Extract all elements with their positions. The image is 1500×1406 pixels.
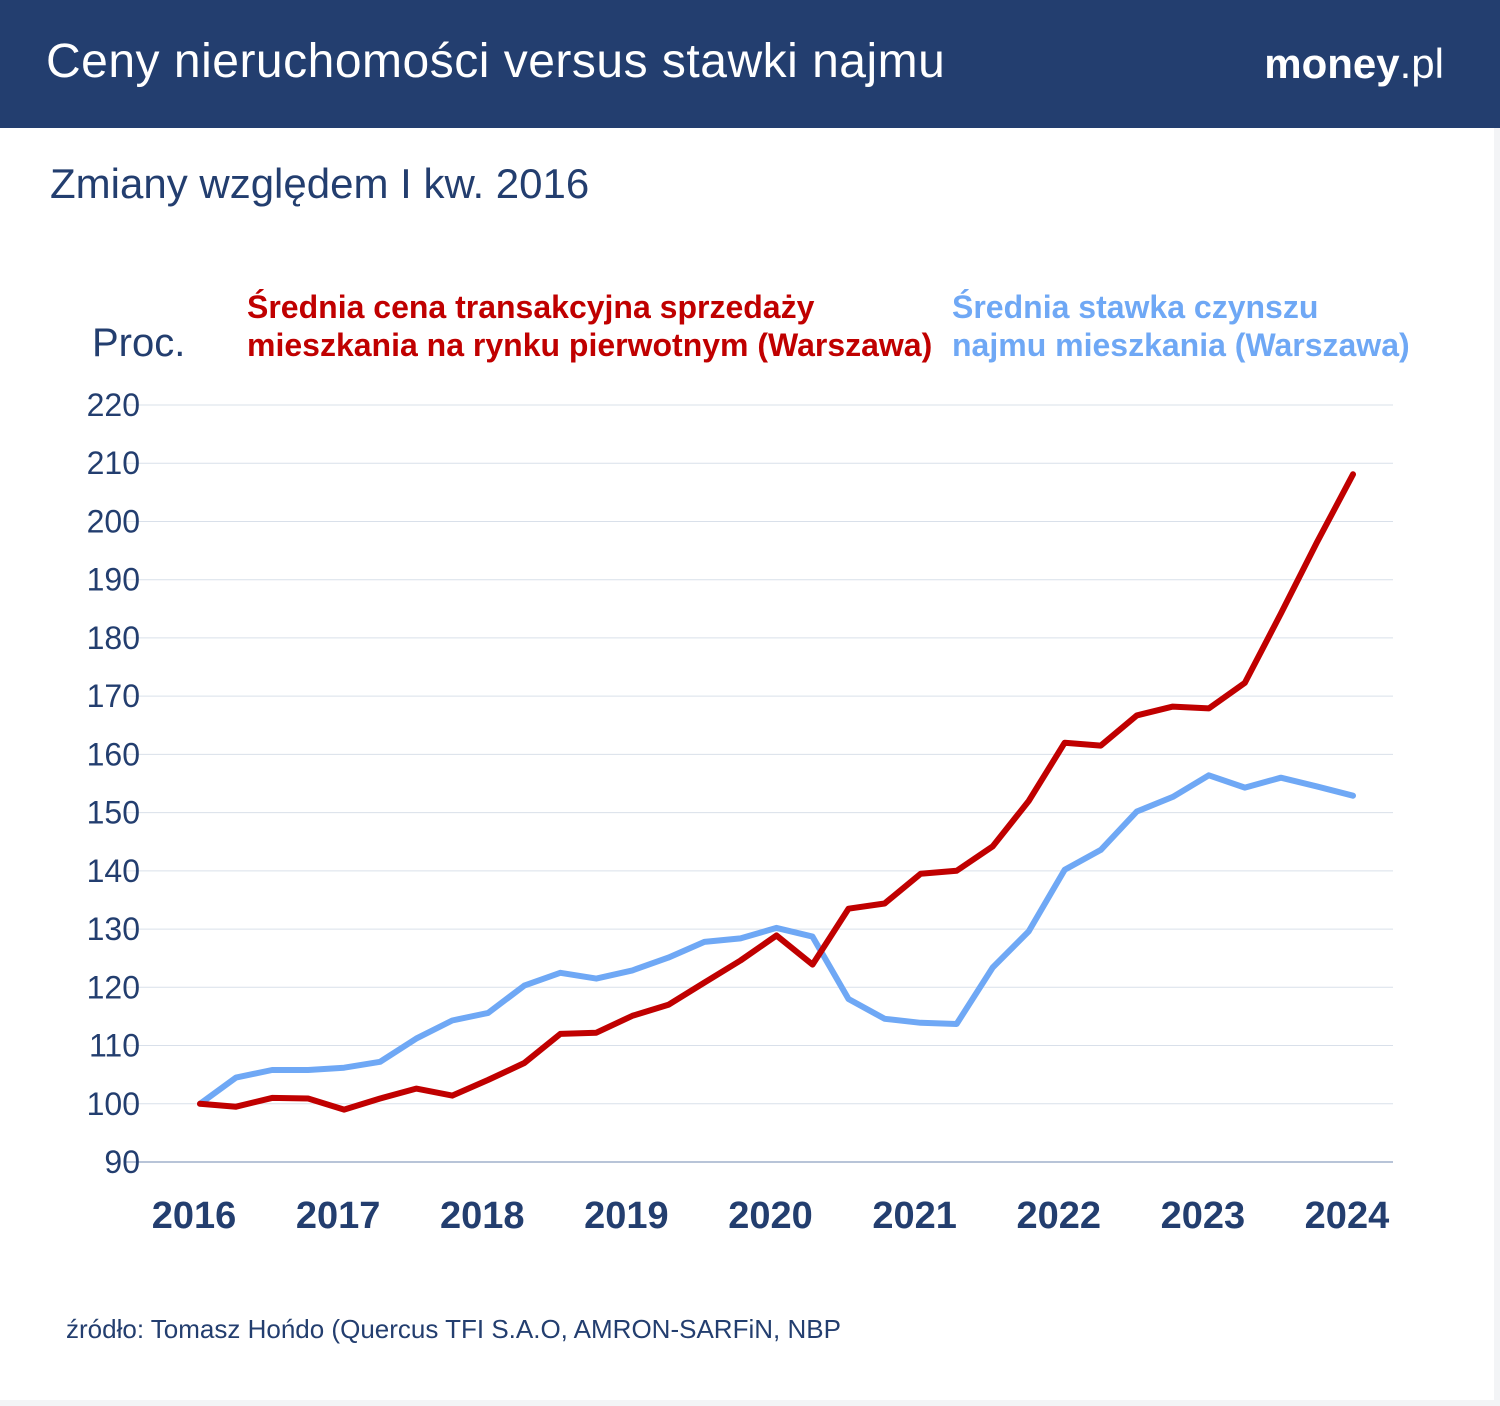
y-tick-label: 140 [87,853,140,889]
x-tick-label: 2017 [296,1195,381,1237]
y-tick-label: 220 [87,387,140,423]
x-tick-label: 2024 [1305,1195,1390,1237]
x-tick-label: 2022 [1016,1195,1101,1237]
legend-blue-line1: Średnia stawka czynszu [952,289,1318,325]
y-tick-label: 90 [104,1144,140,1180]
legend-red-line2: mieszkania na rynku pierwotnym (Warszawa… [247,327,932,363]
legend-red-line1: Średnia cena transakcyjna sprzedaży [247,289,815,325]
y-tick-label: 200 [87,503,140,539]
y-tick-label: 190 [87,562,140,598]
x-tick-label: 2020 [728,1195,813,1237]
chart-title: Ceny nieruchomości versus stawki najmu [46,35,946,88]
y-tick-label: 130 [87,911,140,947]
y-tick-label: 160 [87,736,140,772]
header-bar: Ceny nieruchomości versus stawki najmu m… [0,0,1500,128]
legend-blue-line2: najmu mieszkania (Warszawa) [952,327,1410,363]
x-tick-label: 2018 [440,1195,525,1237]
x-tick-label: 2021 [872,1195,957,1237]
logo-main: money [1264,40,1400,87]
x-tick-label: 2023 [1161,1195,1246,1237]
chart-subtitle: Zmiany względem I kw. 2016 [50,160,590,207]
series-line-price [197,471,1356,1113]
x-tick-label: 2019 [584,1195,669,1237]
y-tick-label: 170 [87,678,140,714]
y-axis-label: Proc. [92,321,185,365]
y-tick-label: 100 [87,1086,140,1122]
series-line-rent [197,772,1356,1107]
y-tick-label: 210 [87,445,140,481]
y-tick-label: 150 [87,795,140,831]
money-pl-logo: money.pl [1264,40,1444,88]
source-note: źródło: Tomasz Hońdo (Quercus TFI S.A.O,… [66,1314,841,1344]
y-tick-label: 120 [87,969,140,1005]
logo-suffix: .pl [1399,40,1444,87]
x-tick-label: 2016 [152,1195,237,1237]
y-tick-label: 110 [89,1028,140,1064]
y-tick-label: 180 [87,620,140,656]
